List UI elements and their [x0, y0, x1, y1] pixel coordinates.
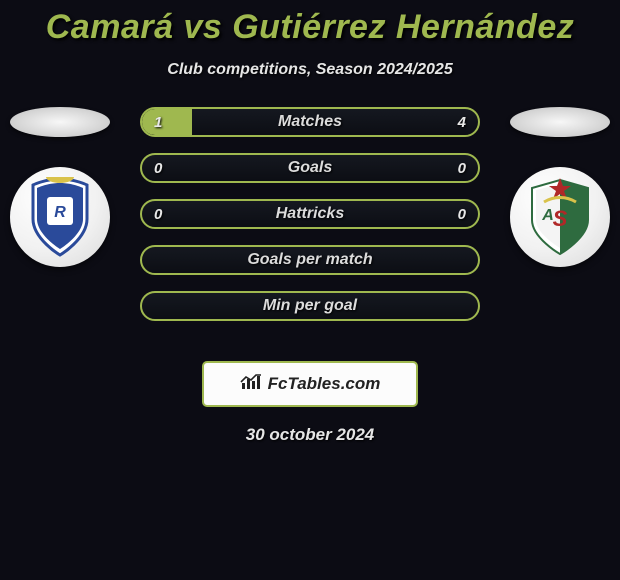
date-text: 30 october 2024 [0, 425, 620, 445]
club-crest-left-icon: R [25, 177, 95, 257]
player-avatar-left [10, 107, 110, 137]
brand-text: FcTables.com [268, 374, 381, 394]
left-side: R [0, 107, 120, 267]
stat-value-left: 0 [154, 201, 162, 227]
brand-badge[interactable]: FcTables.com [202, 361, 418, 407]
stat-row: 0 Hattricks 0 [140, 199, 480, 229]
stat-value-right: 0 [458, 201, 466, 227]
club-badge-left: R [10, 167, 110, 267]
stat-label: Hattricks [276, 205, 344, 223]
stat-row: Goals per match [140, 245, 480, 275]
svg-text:A: A [541, 207, 554, 224]
comparison-panel: R S A 1 Matches 4 0 Goals 0 0 Hattricks 0 Goals p… [0, 107, 620, 347]
right-side: S A [500, 107, 620, 267]
stat-label: Matches [278, 113, 342, 131]
stats-column: 1 Matches 4 0 Goals 0 0 Hattricks 0 Goals per mat… [140, 107, 480, 337]
stat-value-right: 4 [458, 109, 466, 135]
chart-icon [240, 373, 262, 396]
stat-label: Goals per match [247, 251, 372, 269]
club-crest-right-icon: S A [524, 176, 596, 258]
player-avatar-right [510, 107, 610, 137]
stat-value-left: 1 [154, 109, 162, 135]
svg-text:R: R [54, 204, 66, 221]
page-title: Camará vs Gutiérrez Hernández [0, 0, 620, 47]
stat-row: Min per goal [140, 291, 480, 321]
subtitle: Club competitions, Season 2024/2025 [0, 61, 620, 79]
stat-row: 1 Matches 4 [140, 107, 480, 137]
stat-row: 0 Goals 0 [140, 153, 480, 183]
club-badge-right: S A [510, 167, 610, 267]
stat-value-left: 0 [154, 155, 162, 181]
stat-label: Goals [288, 159, 332, 177]
svg-text:S: S [553, 206, 568, 231]
stat-label: Min per goal [263, 297, 357, 315]
bar-fill-left [142, 109, 192, 135]
stat-value-right: 0 [458, 155, 466, 181]
